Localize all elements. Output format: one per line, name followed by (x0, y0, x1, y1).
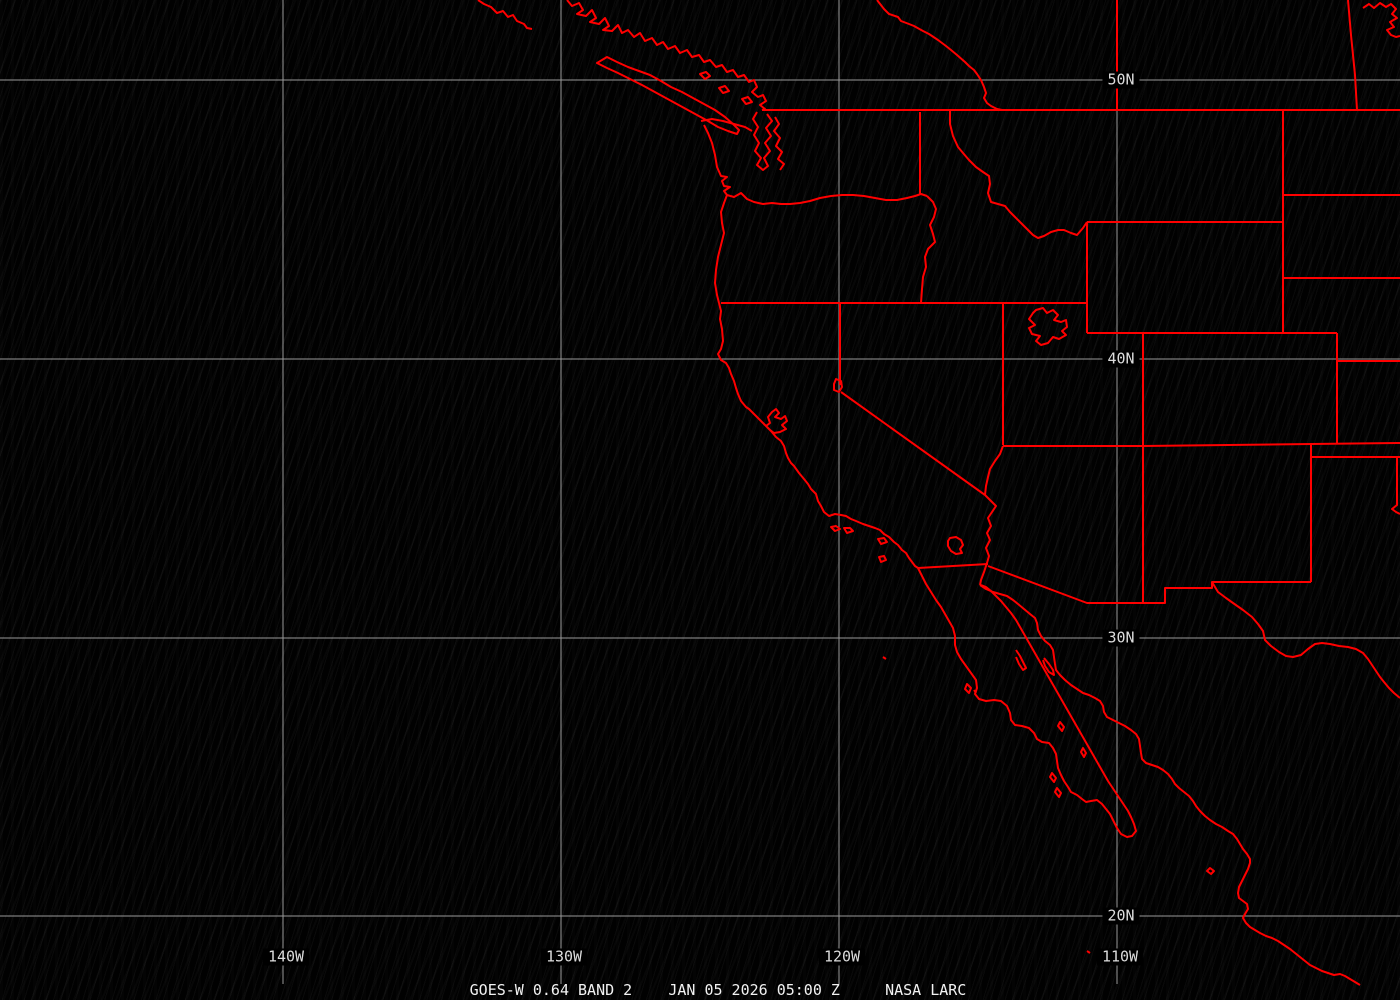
map-feature-puget-sound-channels-1 (752, 111, 773, 171)
map-feature-montana-idaho-border (949, 110, 1088, 239)
map-feature-puget-sound-channels-2 (773, 116, 785, 171)
longitude-label-110W: 110W (1096, 948, 1144, 966)
map-feature-channel-island-4 (878, 555, 887, 563)
map-feature-california-coast (717, 302, 919, 569)
longitude-label-120W: 120W (818, 948, 866, 966)
longitude-label-130W: 130W (540, 948, 588, 966)
map-feature-oregon-idaho-snake-river (920, 195, 937, 304)
map-feature-arizona-mexico-border (987, 565, 1311, 604)
map-feature-isla-tiburon (1042, 657, 1055, 676)
map-feature-haida-gwaii-islands (477, 0, 533, 30)
map-feature-colorado-river-border (979, 494, 997, 586)
boundary-layer (477, 0, 1400, 986)
latitude-label-30N: 30N (1102, 629, 1140, 647)
map-feature-rio-grande (1211, 581, 1400, 699)
map-feature-vancouver-island (596, 56, 740, 135)
map-feature-olympic-north-coast (700, 118, 753, 132)
map-feature-georgia-strait-islet-1 (699, 71, 711, 80)
map-feature-nevada-arizona-river (984, 445, 1004, 496)
map-feature-california-mexico-border (917, 563, 989, 569)
map-feature-gulf-island-1 (1057, 721, 1065, 732)
caption-text: GOES-W 0.64 BAND 2 JAN 05 2026 05:00 Z N… (469, 981, 967, 999)
map-feature-lake-tahoe (833, 378, 843, 393)
map-feature-isla-cedros (964, 683, 972, 694)
map-feature-channel-island-1 (830, 525, 841, 532)
map-feature-bc-fjord-coast (566, 0, 767, 111)
latitude-label-50N: 50N (1102, 71, 1140, 89)
map-feature-saskatchewan-lakes (1362, 2, 1400, 38)
map-feature-gulf-island-2 (1080, 747, 1087, 758)
map-feature-isla-isabel (1206, 867, 1215, 875)
map-feature-isla-angel-de-la-guarda (1015, 649, 1027, 671)
map-feature-gulf-island-3 (1049, 772, 1057, 783)
map-feature-channel-island-3 (877, 537, 888, 545)
map-feature-bc-alberta-divide (876, 0, 1003, 111)
map-feature-georgia-strait-islet-3 (741, 96, 753, 105)
latitude-label-20N: 20N (1102, 907, 1140, 925)
longitude-label-140W: 140W (262, 948, 310, 966)
map-feature-columbia-river-border (726, 192, 928, 205)
map-feature-sonora-sinaloa-coast (979, 584, 1361, 986)
map-feature-isla-dot (1086, 950, 1091, 954)
map-feature-san-francisco-bay (765, 408, 788, 434)
latitude-label-40N: 40N (1102, 350, 1140, 368)
map-feature-channel-island-2 (843, 527, 854, 534)
map-feature-georgia-strait-islet-2 (718, 85, 730, 94)
map-feature-border-37n (1003, 442, 1400, 447)
map-feature-baja-peninsula (917, 567, 1137, 838)
map-feature-pacific-islet-2 (973, 689, 977, 694)
map-feature-washington-coast (703, 124, 731, 196)
map-feature-texas-oklahoma-border-100w (1391, 457, 1400, 515)
map-feature-salton-sea (947, 536, 964, 555)
map-feature-great-salt-lake (1028, 307, 1068, 346)
map-feature-oregon-coast (714, 194, 728, 304)
map-feature-gulf-island-4 (1054, 787, 1062, 798)
map-feature-california-nevada-diagonal (840, 391, 986, 496)
map-feature-pacific-islet-1 (882, 656, 887, 660)
map-feature-saskatchewan-river (1347, 0, 1358, 111)
